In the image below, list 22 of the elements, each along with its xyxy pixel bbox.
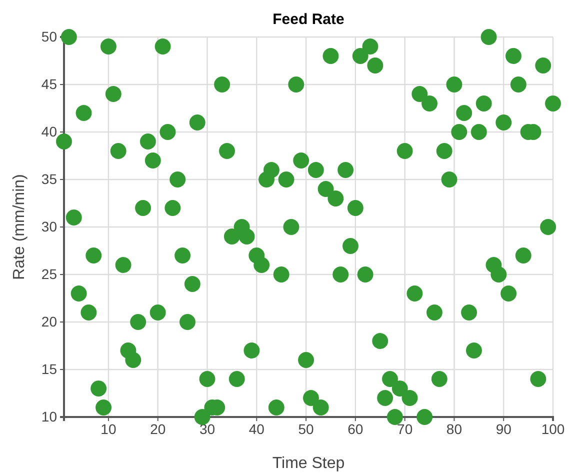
- x-tick-label: 80: [446, 420, 462, 437]
- y-tick-label: 35: [41, 170, 58, 187]
- x-tick-label: 40: [248, 420, 265, 437]
- y-tick-label: 10: [41, 408, 58, 424]
- y-tick-label: 25: [41, 266, 58, 282]
- y-tick-label: 20: [41, 313, 58, 330]
- y-tick-label: 15: [41, 360, 58, 377]
- x-tick-label: 20: [150, 420, 166, 437]
- x-tick-label: 50: [298, 420, 314, 437]
- x-tick-label: 30: [199, 420, 216, 437]
- x-tick-label: 100: [541, 420, 565, 437]
- chart-title: Feed Rate: [272, 11, 344, 28]
- x-tick-label: 70: [397, 420, 413, 437]
- y-tick-label: 30: [41, 218, 58, 234]
- x-axis-title: Time Step: [272, 455, 345, 472]
- y-tick-label: 40: [41, 123, 58, 140]
- y-tick-label: 50: [41, 28, 58, 44]
- x-tick-label: 60: [348, 420, 364, 437]
- x-tick-label: 90: [496, 420, 512, 437]
- y-tick-label: 45: [41, 76, 58, 92]
- x-tick-label: 10: [100, 420, 116, 437]
- y-axis-title: Rate (mm/min): [11, 174, 28, 280]
